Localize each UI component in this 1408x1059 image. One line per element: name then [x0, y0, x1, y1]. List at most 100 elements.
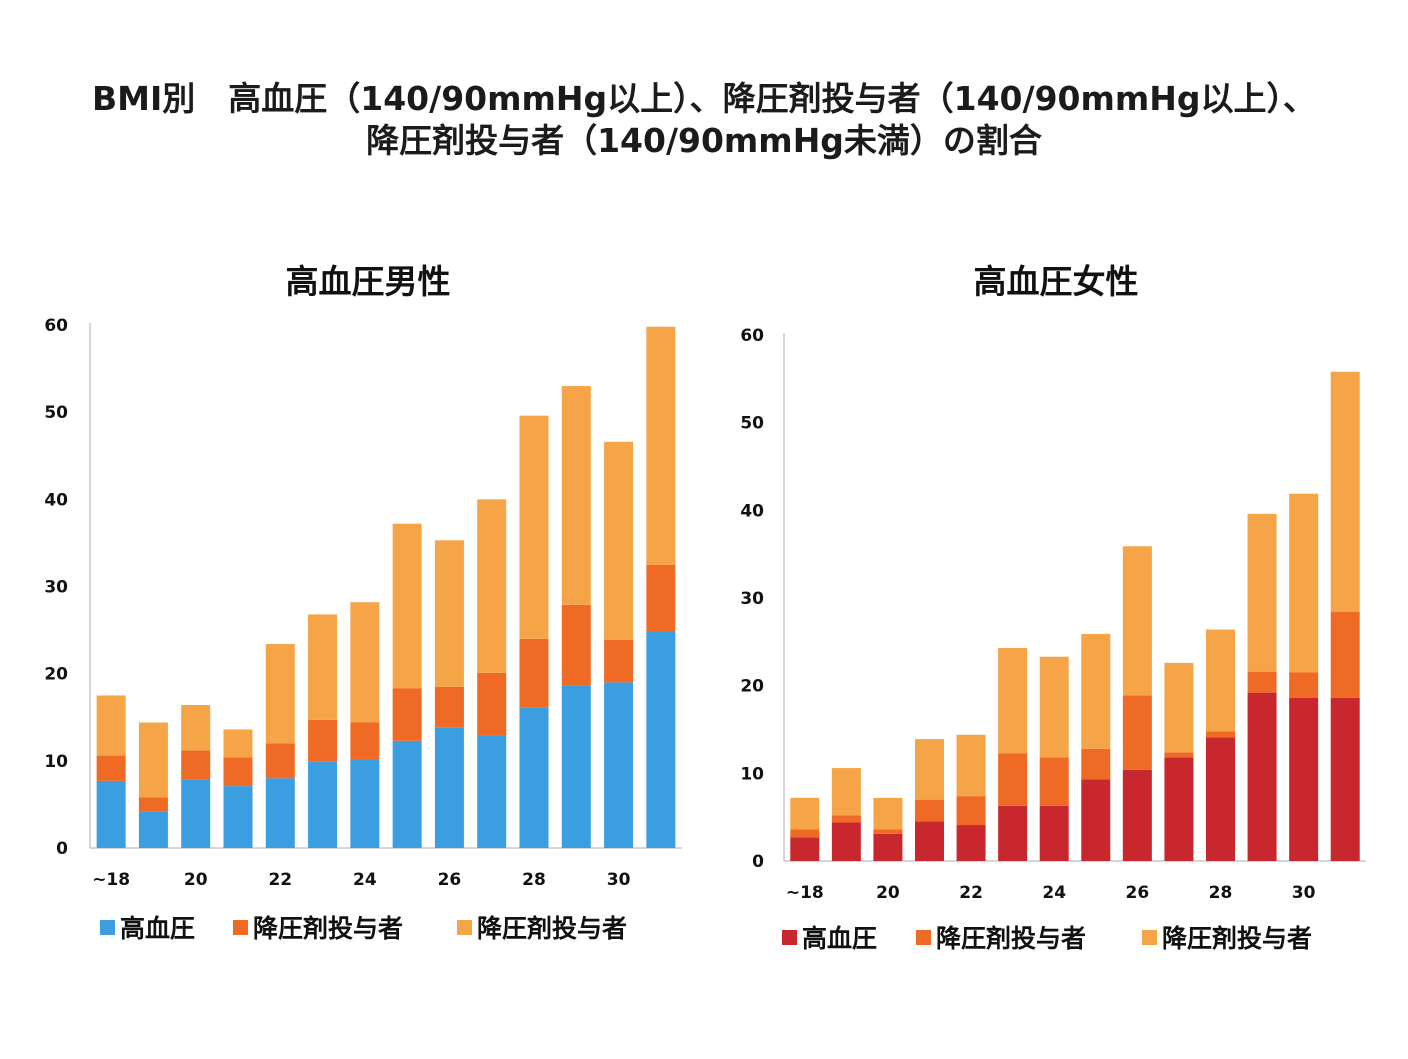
male-bar-29-series-2 — [561, 604, 591, 686]
male-bar-26-series-3 — [434, 540, 464, 687]
male-bar-20-series-1 — [181, 779, 211, 848]
male-bar-30-series-3 — [604, 441, 634, 640]
female-x-tick-label: ~18 — [786, 883, 824, 903]
male-bar-19-series-3 — [138, 722, 168, 798]
male-x-tick-label: ~18 — [92, 870, 130, 890]
male-bar-28-series-3 — [519, 415, 549, 639]
female-bar-30-series-3 — [1289, 493, 1319, 673]
male-bar-21-series-2 — [223, 757, 253, 787]
male-bar-~18-series-1 — [96, 780, 126, 848]
female-legend-swatch-1 — [782, 930, 797, 945]
male-bar-20-series-3 — [181, 705, 211, 751]
female-bar-26-series-2 — [1122, 695, 1152, 770]
female-bar-27-series-3 — [1164, 662, 1194, 753]
female-bar-26-series-3 — [1122, 546, 1152, 696]
male-x-tick-label: 26 — [438, 870, 462, 890]
male-bar-26-series-2 — [434, 686, 464, 728]
female-y-tick-label: 0 — [752, 852, 764, 872]
male-bar-28-series-2 — [519, 638, 549, 708]
female-bar-24-series-2 — [1039, 757, 1069, 806]
female-bar-20-series-3 — [873, 797, 903, 830]
female-bar-29-series-1 — [1247, 692, 1277, 861]
female-bar-22-series-2 — [956, 796, 986, 826]
female-y-tick-label: 40 — [740, 501, 764, 521]
female-legend-label-1: 高血圧 — [802, 924, 877, 953]
female-bar-25-series-3 — [1081, 633, 1111, 749]
female-x-tick-label: 20 — [876, 883, 900, 903]
female-bar-19-series-3 — [831, 768, 861, 816]
male-bar-25-series-3 — [392, 523, 422, 689]
male-y-tick-label: 0 — [56, 839, 68, 859]
female-x-tick-label: 28 — [1209, 883, 1233, 903]
female-bar-20-series-2 — [873, 829, 903, 834]
female-bar-23-series-1 — [998, 805, 1028, 861]
male-bar-24-series-3 — [350, 602, 380, 723]
female-y-tick-label: 10 — [740, 764, 764, 784]
female-bar-23-series-2 — [998, 753, 1028, 806]
male-legend-label-1: 高血圧 — [120, 914, 195, 943]
male-legend-label-2: 降圧剤投与者 — [253, 914, 403, 943]
female-bar-19-series-2 — [831, 815, 861, 823]
male-bar-26-series-1 — [434, 727, 464, 848]
female-bar-22-series-3 — [956, 734, 986, 797]
female-x-tick-label: 22 — [959, 883, 983, 903]
female-legend-swatch-2 — [916, 930, 931, 945]
female-bar-30-series-1 — [1289, 697, 1319, 861]
male-bar-29-series-3 — [561, 386, 591, 605]
male-legend-label-3: 降圧剤投与者 — [477, 914, 627, 943]
female-bar-~18-series-2 — [790, 829, 820, 838]
female-bar-31-series-1 — [1330, 697, 1360, 861]
female-bar-27-series-2 — [1164, 752, 1194, 758]
female-bar-20-series-1 — [873, 833, 903, 861]
male-bar-31-series-3 — [646, 326, 676, 565]
female-bar-22-series-1 — [956, 825, 986, 861]
female-y-tick-label: 30 — [740, 589, 764, 609]
chart-female-hypertension: 高血圧女性 0 10 20 30 40 50 60 ~18 20 22 24 26 28 30 高血圧 降圧剤投… — [740, 262, 1366, 953]
female-bar-~18-series-1 — [790, 837, 820, 861]
female-legend-label-3: 降圧剤投与者 — [1162, 924, 1312, 953]
male-bar-28-series-1 — [519, 707, 549, 848]
male-bar-24-series-2 — [350, 722, 380, 760]
male-bar-20-series-2 — [181, 750, 211, 780]
main-title-line-1: BMI別 高血圧（140/90mmHg以上）、降圧剤投与者（140/90mmHg… — [91, 79, 1316, 118]
female-bar-28-series-3 — [1206, 629, 1235, 732]
male-legend-swatch-1 — [100, 920, 115, 935]
female-bar-~18-series-3 — [790, 797, 820, 830]
male-legend-swatch-3 — [457, 920, 472, 935]
female-y-tick-label: 50 — [740, 414, 764, 434]
female-bar-31-series-3 — [1330, 371, 1360, 613]
female-bar-26-series-1 — [1122, 769, 1152, 861]
male-bar-25-series-1 — [392, 740, 422, 848]
male-bar-25-series-2 — [392, 688, 422, 741]
male-bar-24-series-1 — [350, 759, 380, 848]
male-bar-23-series-3 — [308, 614, 338, 720]
main-title-line-2: 降圧剤投与者（140/90mmHg未満）の割合 — [366, 121, 1042, 160]
male-bar-~18-series-2 — [96, 755, 126, 781]
male-x-tick-label: 30 — [607, 870, 631, 890]
female-bar-28-series-1 — [1206, 737, 1235, 861]
male-bar-21-series-1 — [223, 786, 253, 848]
male-x-tick-label: 22 — [268, 870, 292, 890]
female-bar-30-series-2 — [1289, 672, 1319, 698]
male-bar-22-series-1 — [265, 778, 295, 848]
male-bar-30-series-2 — [604, 639, 634, 683]
female-bar-21-series-1 — [915, 821, 944, 861]
male-bar-31-series-1 — [646, 630, 676, 848]
female-bar-21-series-2 — [915, 799, 944, 822]
male-bar-27-series-2 — [477, 672, 507, 736]
female-bar-25-series-2 — [1081, 748, 1111, 780]
male-bar-27-series-1 — [477, 735, 507, 848]
male-bar-29-series-1 — [561, 685, 591, 848]
female-bar-29-series-3 — [1247, 513, 1277, 672]
male-bar-22-series-3 — [265, 644, 295, 744]
male-bar-21-series-3 — [223, 729, 253, 758]
female-bar-19-series-1 — [831, 822, 861, 861]
male-bar-19-series-1 — [138, 811, 168, 848]
female-bar-21-series-3 — [915, 739, 944, 800]
female-y-tick-label: 60 — [740, 326, 764, 346]
male-y-tick-label: 30 — [44, 578, 68, 598]
male-bar-30-series-1 — [604, 682, 634, 848]
male-x-tick-label: 28 — [522, 870, 546, 890]
female-bar-31-series-2 — [1330, 612, 1360, 698]
main-title: BMI別 高血圧（140/90mmHg以上）、降圧剤投与者（140/90mmHg… — [0, 78, 1408, 162]
